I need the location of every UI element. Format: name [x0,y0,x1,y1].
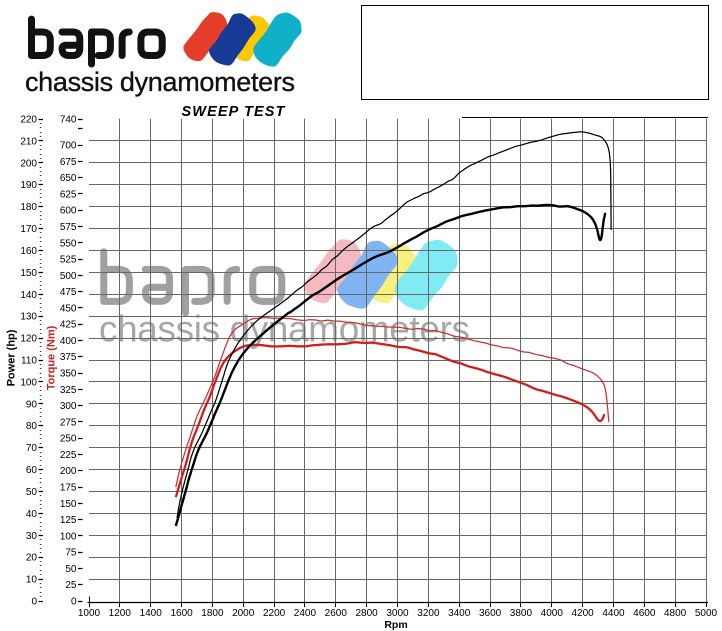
svg-text:50: 50 [65,564,77,575]
svg-text:375: 375 [60,352,77,363]
svg-text:20: 20 [26,553,38,564]
svg-text:3400: 3400 [448,608,471,619]
svg-text:140: 140 [20,290,37,301]
svg-text:125: 125 [60,515,77,526]
svg-text:175: 175 [60,483,77,494]
svg-text:525: 525 [60,255,77,266]
svg-text:90: 90 [26,399,38,410]
svg-text:SWEEP TEST: SWEEP TEST [182,104,286,120]
svg-text:450: 450 [60,303,77,314]
svg-text:225: 225 [60,450,77,461]
svg-text:3000: 3000 [386,608,409,619]
svg-text:Power (hp): Power (hp) [6,329,18,386]
svg-text:350: 350 [60,369,77,380]
svg-text:220: 220 [20,115,37,126]
svg-text:740: 740 [60,115,77,126]
svg-text:75: 75 [65,548,77,559]
svg-text:Rpm: Rpm [384,619,407,631]
svg-text:0: 0 [71,597,77,608]
svg-text:150: 150 [20,268,37,279]
svg-text:600: 600 [60,206,77,217]
svg-text:4800: 4800 [664,608,687,619]
svg-text:chassis dynamometers: chassis dynamometers [25,67,295,97]
svg-text:325: 325 [60,385,77,396]
svg-text:100: 100 [20,377,37,388]
svg-text:300: 300 [60,401,77,412]
svg-text:150: 150 [60,499,77,510]
svg-text:625: 625 [60,189,77,200]
svg-text:160: 160 [20,246,37,257]
svg-text:Torque (Nm): Torque (Nm) [46,325,58,390]
svg-text:1600: 1600 [170,608,193,619]
svg-text:2400: 2400 [294,608,317,619]
svg-text:60: 60 [26,465,38,476]
svg-text:2800: 2800 [355,608,378,619]
svg-text:500: 500 [60,271,77,282]
svg-text:2600: 2600 [325,608,348,619]
svg-text:130: 130 [20,312,37,323]
svg-text:180: 180 [20,202,37,213]
svg-text:2200: 2200 [263,608,286,619]
svg-text:3800: 3800 [510,608,533,619]
svg-text:200: 200 [60,466,77,477]
svg-text:25: 25 [65,580,77,591]
svg-text:700: 700 [60,141,77,152]
svg-text:4400: 4400 [602,608,625,619]
svg-text:650: 650 [60,173,77,184]
svg-text:30: 30 [26,531,38,542]
svg-text:575: 575 [60,222,77,233]
svg-text:120: 120 [20,334,37,345]
svg-text:3600: 3600 [479,608,502,619]
svg-text:4000: 4000 [541,608,564,619]
svg-text:80: 80 [26,421,38,432]
svg-text:170: 170 [20,224,37,235]
svg-text:4600: 4600 [633,608,656,619]
svg-text:425: 425 [60,320,77,331]
svg-text:400: 400 [60,336,77,347]
svg-text:250: 250 [60,434,77,445]
svg-text:475: 475 [60,287,77,298]
svg-text:2000: 2000 [232,608,255,619]
svg-text:70: 70 [26,443,38,454]
svg-text:100: 100 [60,531,77,542]
svg-text:1400: 1400 [140,608,163,619]
svg-text:110: 110 [21,356,37,367]
svg-text:1800: 1800 [201,608,224,619]
svg-text:0: 0 [31,597,37,608]
svg-text:550: 550 [60,238,77,249]
svg-text:275: 275 [60,417,77,428]
svg-text:50: 50 [26,487,38,498]
svg-text:40: 40 [26,509,38,520]
svg-text:675: 675 [60,157,77,168]
svg-text:1000: 1000 [78,608,101,619]
svg-text:210: 210 [20,136,37,147]
svg-text:3200: 3200 [417,608,440,619]
svg-text:5000: 5000 [695,608,718,619]
svg-text:1200: 1200 [109,608,132,619]
svg-text:200: 200 [20,158,37,169]
svg-text:10: 10 [26,575,38,586]
svg-text:4200: 4200 [571,608,594,619]
svg-text:190: 190 [20,180,37,191]
